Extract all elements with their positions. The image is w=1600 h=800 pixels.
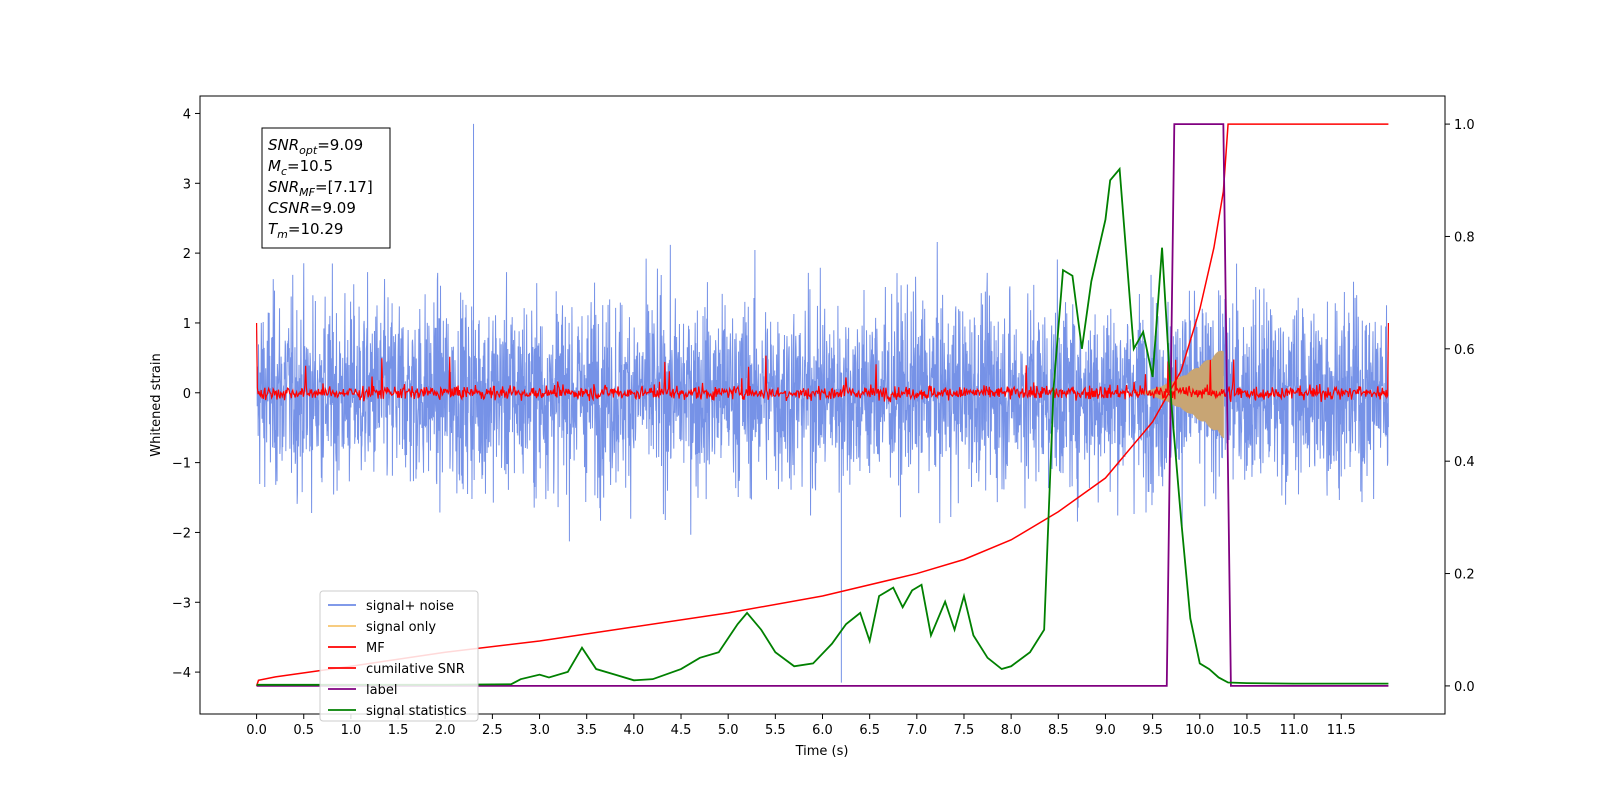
x-tick-label: 3.5 [576,723,597,738]
x-tick-label: 10.0 [1185,723,1214,738]
series-mf [255,322,1390,403]
series-label [256,123,1389,687]
y-tick-label: 0 [183,387,191,402]
legend-label: signal only [366,620,436,635]
y-tick-label: −2 [172,526,191,541]
annotation-symbol: SNR [268,136,299,154]
y-axis-ticks: 4 3 2 1 0 −1 −2 −3 −4 [172,107,200,681]
annotation-value: =9.09 [317,136,363,154]
x-tick-label: 6.0 [812,723,833,738]
annotation-subscript: m [277,228,288,241]
x-tick-label: 1.0 [341,723,362,738]
annotation-line: SNRopt=9.09 [268,136,363,157]
series-signal-noise [256,123,1389,683]
annotation-box-frame [261,127,391,249]
y-tick-label: 3 [183,177,191,192]
x-tick-label: 4.5 [671,723,692,738]
annotation-symbol: CSNR [268,199,310,217]
annotation-value: =10.5 [287,157,333,175]
x-tick-label: 1.5 [388,723,409,738]
x-axis-title: Time (s) [795,744,849,759]
x-tick-label: 10.5 [1232,723,1261,738]
x-axis-ticks: 0.0 0.5 1.0 1.5 2.0 2.5 3.0 3.5 4.0 4.5 5.0 5.5 6.0 6… [246,714,1356,738]
x-tick-label: 4.0 [624,723,645,738]
y2-tick-label: 0.0 [1454,680,1475,695]
y-axis-title: Whitened strain [149,353,164,456]
annotation-line: CSNR=9.09 [268,199,356,217]
annotation-line: Tm=10.29 [268,220,343,241]
legend-label: signal statistics [366,704,467,719]
legend-label: label [366,683,397,698]
y2-tick-label: 0.8 [1454,230,1475,245]
y-tick-label: −4 [172,666,191,681]
annotation-symbol: M [268,157,281,175]
annotation-subscript: c [281,165,287,178]
x-tick-label: 2.0 [435,723,456,738]
annotation-box: SNRopt=9.09Mc=10.5SNRMF=[7.17]CSNR=9.09T… [261,127,391,249]
y2-axis-ticks: 1.0 0.8 0.6 0.4 0.2 0.0 [1445,118,1475,695]
x-tick-label: 6.5 [859,723,880,738]
x-tick-label: 11.5 [1327,723,1356,738]
annotation-symbol: SNR [268,178,299,196]
annotation-subscript: opt [299,144,318,157]
annotation-symbol: T [268,220,279,238]
y-tick-label: −1 [172,457,191,472]
legend-label: cumilative SNR [366,662,465,677]
x-tick-label: 11.0 [1280,723,1309,738]
legend-label: signal+ noise [366,599,454,614]
annotation-line: Mc=10.5 [268,157,333,178]
x-tick-label: 0.0 [246,723,267,738]
x-tick-label: 2.5 [482,723,503,738]
y-tick-label: −3 [172,596,191,611]
y-tick-label: 4 [183,107,191,122]
y2-tick-label: 1.0 [1454,118,1475,133]
y-tick-label: 1 [183,317,191,332]
legend-label: MF [366,641,385,656]
x-tick-label: 0.5 [293,723,314,738]
annotation-line: SNRMF=[7.17] [268,178,373,199]
x-tick-label: 7.0 [906,723,927,738]
y2-tick-label: 0.6 [1454,343,1475,358]
annotation-value: =9.09 [310,199,356,217]
x-tick-label: 8.0 [1001,723,1022,738]
annotation-subscript: MF [299,186,315,199]
legend-frame [319,590,479,722]
legend: signal+ noise signal only MF cumilative SNR… [319,590,479,722]
x-tick-label: 7.5 [954,723,975,738]
plot-area [255,123,1390,687]
y2-tick-label: 0.4 [1454,455,1475,470]
x-tick-label: 8.5 [1048,723,1069,738]
x-tick-label: 9.0 [1095,723,1116,738]
annotation-value: =[7.17] [315,178,373,196]
x-tick-label: 3.0 [529,723,550,738]
x-tick-label: 9.5 [1142,723,1163,738]
x-tick-label: 5.0 [718,723,739,738]
annotation-value: =10.29 [288,220,344,238]
y-tick-label: 2 [183,247,191,262]
x-tick-label: 5.5 [765,723,786,738]
y2-tick-label: 0.2 [1454,568,1475,583]
series-signal-statistics [256,166,1389,686]
